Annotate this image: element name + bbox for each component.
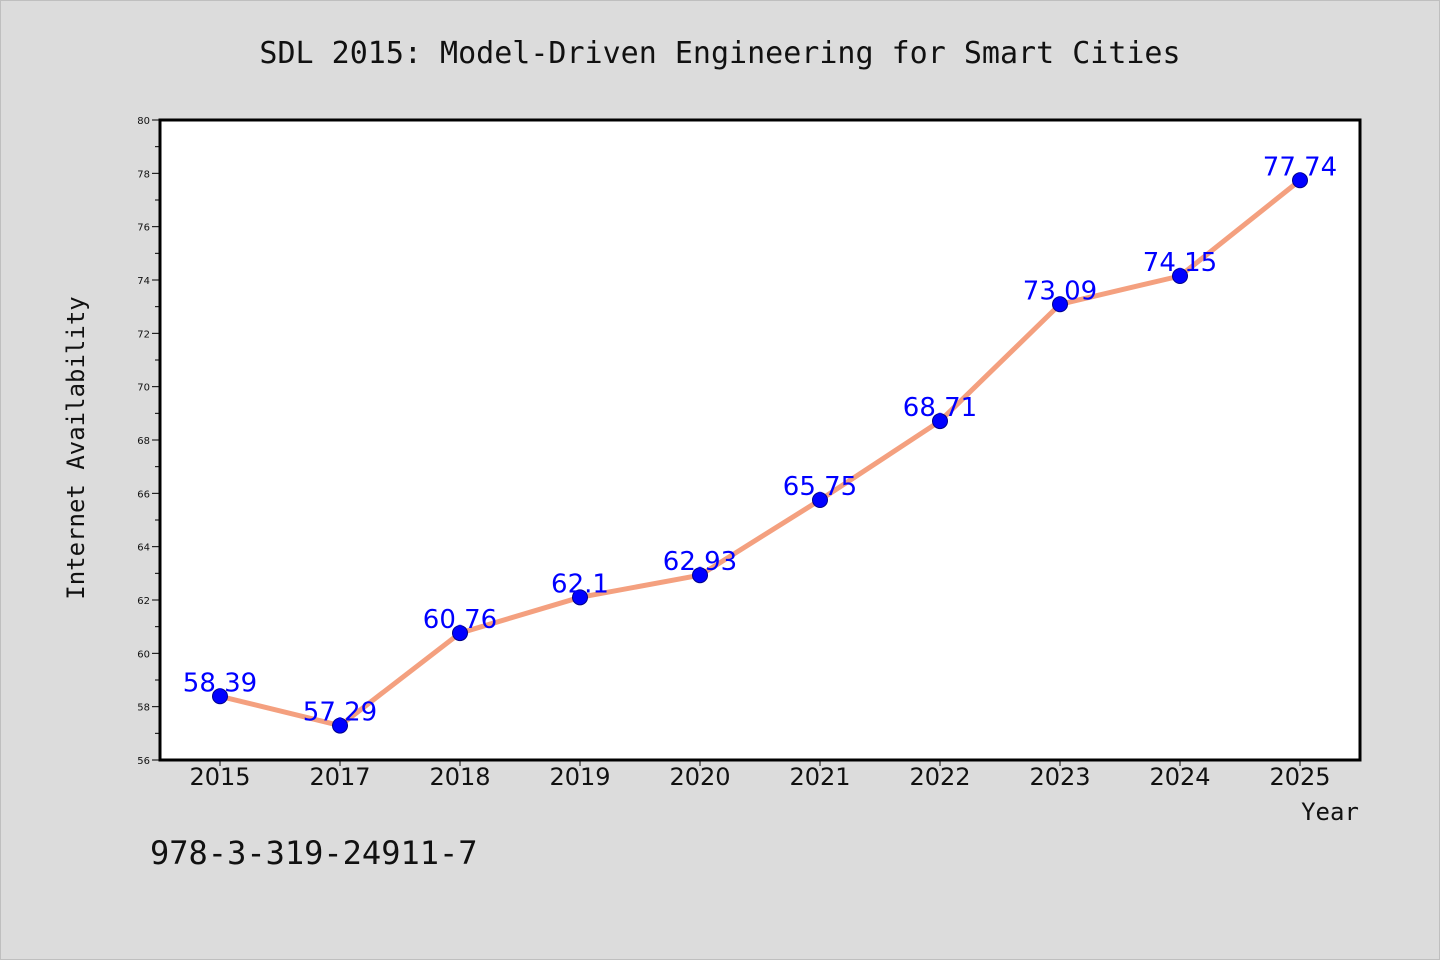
data-point bbox=[332, 717, 348, 734]
data-label: 60.76 bbox=[423, 605, 497, 635]
series-line bbox=[217, 177, 1303, 729]
y-tick-label: 76 bbox=[137, 223, 150, 234]
y-tick-label: 60 bbox=[137, 649, 150, 660]
data-label: 77.74 bbox=[1263, 152, 1337, 182]
plot-area bbox=[160, 120, 1360, 760]
x-tick-label: 2021 bbox=[789, 763, 850, 791]
y-tick-label: 64 bbox=[137, 543, 150, 554]
x-tick-label: 2017 bbox=[309, 763, 370, 791]
data-point bbox=[452, 625, 468, 642]
data-point bbox=[1292, 172, 1308, 189]
data-point bbox=[1172, 268, 1188, 284]
x-tick-label: 2023 bbox=[1029, 763, 1090, 791]
y-tick-label: 68 bbox=[137, 436, 150, 447]
data-label: 62.1 bbox=[551, 569, 609, 599]
x-tick-label: 2025 bbox=[1269, 763, 1330, 791]
data-label: 57.29 bbox=[303, 698, 377, 728]
data-point bbox=[1052, 296, 1068, 313]
y-tick-label: 62 bbox=[137, 596, 150, 607]
chart-title: SDL 2015: Model-Driven Engineering for S… bbox=[259, 36, 1180, 71]
x-axis: 2015 2017 2018 2019 2020 2021 2022 2023 2024 2025 bbox=[189, 760, 1331, 791]
y-axis: 56 58 60 62 64 66 68 70 72 74 76 78 80 bbox=[137, 116, 160, 767]
x-tick-label: 2020 bbox=[669, 763, 730, 791]
x-tick-label: 2018 bbox=[429, 763, 490, 791]
data-point bbox=[932, 413, 948, 430]
data-point bbox=[812, 492, 828, 508]
plot-frame bbox=[158, 118, 1362, 762]
data-label: 65.75 bbox=[783, 472, 857, 502]
x-tick-label: 2015 bbox=[189, 763, 250, 791]
data-label: 68.71 bbox=[903, 393, 977, 423]
y-tick-label: 70 bbox=[137, 383, 150, 394]
y-tick-label: 80 bbox=[137, 116, 150, 127]
x-tick-label: 2022 bbox=[909, 763, 970, 791]
y-tick-label: 56 bbox=[137, 756, 150, 767]
x-tick-label: 2024 bbox=[1149, 763, 1210, 791]
data-point bbox=[692, 567, 708, 584]
y-tick-label: 78 bbox=[137, 169, 150, 180]
y-axis-title: Internet Availability bbox=[62, 296, 90, 599]
x-tick-label: 2019 bbox=[549, 763, 610, 791]
data-label: 62.93 bbox=[663, 547, 737, 577]
data-label: 74.15 bbox=[1143, 248, 1217, 278]
data-series: 58.39 57.29 60.76 62.1 62.93 65.75 68.71 73.09 7… bbox=[183, 152, 1337, 734]
data-point bbox=[212, 688, 228, 705]
y-tick-label: 74 bbox=[137, 276, 150, 287]
y-tick-label: 66 bbox=[137, 489, 150, 500]
x-axis-title: Year bbox=[1301, 798, 1359, 826]
data-label: 73.09 bbox=[1023, 276, 1097, 306]
data-label: 58.39 bbox=[183, 668, 257, 698]
y-tick-label: 58 bbox=[137, 703, 150, 714]
isbn-label: 978-3-319-24911-7 bbox=[150, 834, 478, 872]
y-tick-label: 72 bbox=[137, 329, 150, 340]
data-point bbox=[572, 589, 588, 606]
